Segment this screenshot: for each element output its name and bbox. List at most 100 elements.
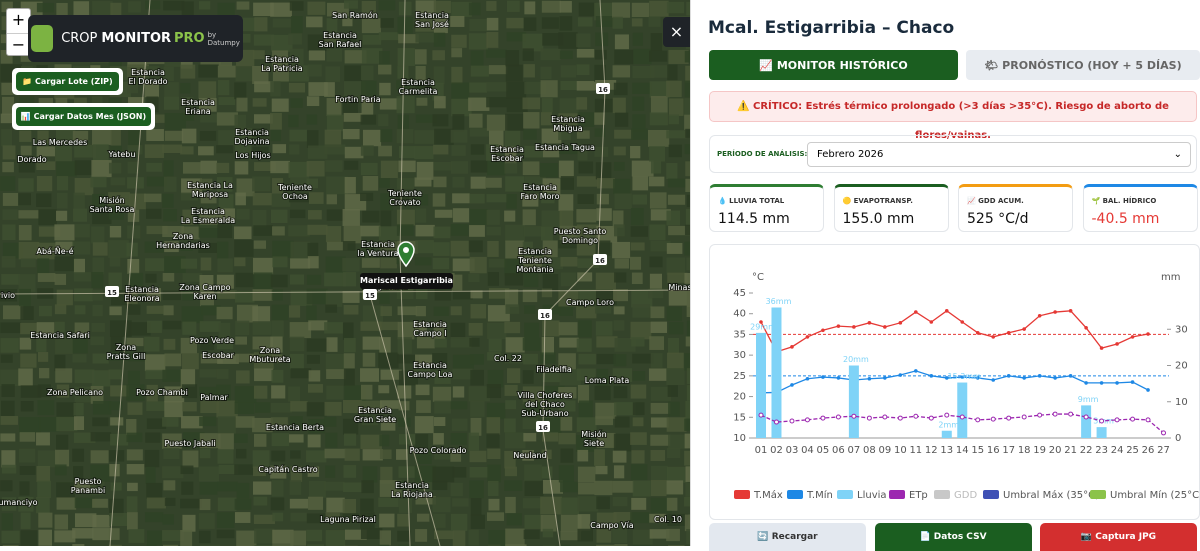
map-field xyxy=(451,2,472,17)
map-field xyxy=(397,178,414,189)
action-button[interactable]: 📷 Captura JPG xyxy=(1040,523,1197,551)
map-field xyxy=(451,224,469,236)
close-button[interactable]: × xyxy=(663,17,690,47)
map-field xyxy=(127,483,138,491)
map-field xyxy=(272,305,289,320)
rain-bar xyxy=(756,333,766,438)
map-field xyxy=(182,306,204,323)
series-point xyxy=(883,415,887,419)
map-field xyxy=(308,145,328,158)
map-field xyxy=(523,498,542,508)
map-field xyxy=(144,194,161,203)
map-field xyxy=(451,145,465,156)
map-field xyxy=(234,82,246,99)
place-label: Los Hijos xyxy=(235,151,270,160)
series-point xyxy=(1085,327,1088,330)
map-field xyxy=(470,401,484,417)
map-field xyxy=(327,209,345,220)
map-field xyxy=(75,498,95,509)
map-field xyxy=(614,224,625,236)
map-field xyxy=(290,401,307,411)
map-field xyxy=(57,176,68,190)
map-field xyxy=(21,146,32,156)
place-label: Sub-Urbano xyxy=(521,409,568,418)
map-field xyxy=(631,322,652,340)
map-field xyxy=(18,210,38,218)
road-shield-label: 16 xyxy=(595,257,605,265)
map-field xyxy=(524,464,542,481)
action-button[interactable]: 🔄 Recargar xyxy=(709,523,866,551)
map-field xyxy=(631,242,645,250)
map-field xyxy=(361,65,374,80)
x-tick-label: 04 xyxy=(801,445,814,456)
map-field xyxy=(667,65,677,81)
map-field xyxy=(451,161,468,174)
map-field xyxy=(363,35,381,45)
map-field xyxy=(488,272,499,286)
map-field xyxy=(36,432,50,445)
map-field xyxy=(128,371,140,385)
legend-label: T.Mín xyxy=(806,489,833,501)
load-zip: 📁 Cargar Lote (ZIP) xyxy=(12,68,123,95)
place-label: Hernandarias xyxy=(156,241,210,250)
x-tick-label: 19 xyxy=(1033,445,1046,456)
map-field xyxy=(540,352,555,363)
map-field xyxy=(542,98,553,112)
map-field xyxy=(469,82,487,92)
map-field xyxy=(632,97,644,111)
map-field xyxy=(344,161,358,170)
zoom-in[interactable]: + xyxy=(7,9,30,34)
map-field xyxy=(182,402,197,411)
map-field xyxy=(75,224,90,237)
map-field xyxy=(452,193,470,203)
tab-history[interactable]: 📈 MONITOR HISTÓRICO xyxy=(709,50,958,80)
tab-forecast[interactable]: 🌤 PRONÓSTICO (HOY + 5 DÍAS) xyxy=(966,50,1200,80)
load-json-button[interactable]: 📊 Cargar Datos Mes (JSON) xyxy=(16,107,151,126)
map-field xyxy=(162,466,183,478)
x-tick-label: 08 xyxy=(863,445,876,456)
map-field xyxy=(162,145,182,153)
map-field xyxy=(451,401,468,409)
map-field xyxy=(253,50,265,59)
map-field xyxy=(92,417,108,426)
map-field xyxy=(614,320,625,330)
map-field xyxy=(559,161,574,178)
zoom-out[interactable]: − xyxy=(7,34,30,57)
map-field xyxy=(363,353,376,367)
map-field xyxy=(614,83,628,95)
rain-label: 36mm xyxy=(766,297,792,306)
map-field xyxy=(234,258,245,267)
map-field xyxy=(506,337,525,352)
map-field xyxy=(632,195,647,205)
map-field xyxy=(666,81,682,97)
map-field xyxy=(524,273,539,287)
map-field xyxy=(486,194,507,202)
action-button[interactable]: 📄 Datos CSV xyxy=(875,523,1032,551)
map-field xyxy=(596,273,616,291)
place-label: Estancia xyxy=(358,406,392,415)
series-point xyxy=(976,418,980,422)
period-select[interactable]: Febrero 2026⌄ xyxy=(807,142,1191,167)
map-field xyxy=(595,466,607,474)
map-field xyxy=(487,18,499,31)
map-field xyxy=(181,259,197,269)
map-field xyxy=(489,259,507,268)
map-field xyxy=(38,530,52,546)
x-tick-label: 23 xyxy=(1095,445,1108,456)
map-field xyxy=(415,529,427,542)
map-field xyxy=(649,224,665,240)
map-field xyxy=(451,82,469,99)
map-field xyxy=(597,194,609,205)
load-zip-button[interactable]: 📁 Cargar Lote (ZIP) xyxy=(16,72,119,91)
map-field xyxy=(470,370,484,386)
map-field xyxy=(505,225,525,242)
map-field xyxy=(576,97,587,109)
place-label: Gran Siete xyxy=(354,415,396,424)
map-field xyxy=(433,145,448,155)
rain-bar xyxy=(1097,427,1107,438)
map-field xyxy=(199,467,219,482)
y-tick-label: 20 xyxy=(733,392,746,403)
map-field xyxy=(74,272,91,281)
map-field xyxy=(416,400,431,413)
map-field xyxy=(91,272,103,288)
